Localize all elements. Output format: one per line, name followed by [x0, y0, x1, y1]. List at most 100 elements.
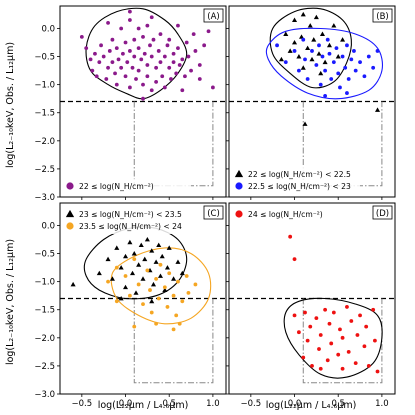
data-point	[301, 355, 306, 360]
data-point	[278, 56, 284, 62]
data-point	[352, 49, 356, 53]
data-point	[154, 79, 159, 84]
plot-area	[60, 226, 226, 384]
data-point	[318, 82, 323, 87]
axes-frame	[228, 5, 396, 198]
series-1	[79, 9, 215, 101]
data-point	[307, 23, 313, 28]
data-point	[318, 333, 323, 337]
data-point	[296, 68, 301, 73]
series-1	[70, 236, 185, 304]
data-point	[119, 26, 124, 31]
data-point	[373, 338, 377, 343]
data-point	[317, 347, 321, 351]
data-point	[154, 276, 159, 281]
data-point	[296, 54, 302, 59]
data-point	[303, 57, 307, 62]
data-point	[149, 54, 154, 59]
data-point	[162, 287, 168, 292]
legend: 22 ≤ log(N_H/cm⁻²) < 22.5 22.5 ≤ log(N_H/…	[232, 167, 360, 194]
data-point	[79, 34, 84, 39]
data-point	[90, 68, 95, 73]
data-point	[358, 60, 362, 65]
data-point	[310, 364, 314, 368]
data-point	[101, 54, 106, 59]
data-point	[107, 49, 112, 53]
y-tick-label: 0.0	[41, 24, 55, 34]
data-point	[106, 20, 110, 25]
data-point	[180, 57, 185, 62]
legend-entry: 22 ≤ log(N_H/cm⁻²) < 22.5	[248, 170, 351, 179]
data-point	[174, 71, 179, 76]
data-point	[314, 63, 319, 67]
selection-region	[133, 101, 214, 187]
data-point	[127, 18, 132, 22]
data-point	[189, 68, 193, 73]
data-point	[136, 282, 141, 287]
data-point	[184, 274, 189, 278]
data-point	[197, 63, 202, 67]
data-point	[151, 37, 156, 42]
data-point	[133, 290, 139, 295]
data-point	[162, 54, 167, 59]
y-axis-label-bottom: log(L₂₋₁₀keV, Obs. / L₁₂µm)	[5, 239, 16, 365]
data-point	[153, 259, 159, 264]
data-point	[162, 285, 167, 290]
data-point	[96, 270, 102, 276]
data-point	[136, 68, 141, 73]
data-point	[176, 279, 180, 284]
data-point	[193, 49, 198, 53]
data-point	[325, 358, 330, 363]
data-point	[145, 268, 150, 273]
data-point	[180, 88, 185, 93]
data-point	[149, 310, 154, 315]
legend-background	[232, 207, 360, 222]
data-point	[116, 57, 121, 62]
data-point	[311, 37, 317, 42]
data-point	[148, 288, 152, 292]
x-tick-label: 1.0	[206, 399, 220, 409]
data-point	[374, 107, 381, 112]
x-axis-label-right: log(L₂₂µm / L₄.₆µm)	[266, 400, 357, 411]
data-point	[158, 60, 163, 65]
y-axis-label-top: log(L₂₋₁₀keV, Obs. / L₁₂µm)	[5, 42, 16, 168]
data-point	[177, 63, 182, 67]
data-point	[340, 335, 345, 340]
panel-d: −0.5 0.0 0.5 1.0 (D) 24 ≤ log(N_H/cm⁻²)	[226, 202, 396, 409]
legend-marker	[66, 182, 74, 190]
y-tick-label: −0.5	[34, 250, 55, 260]
data-point	[154, 321, 159, 326]
data-point	[140, 276, 146, 281]
data-point	[327, 321, 332, 326]
data-point	[275, 43, 279, 48]
data-point	[149, 15, 154, 20]
data-point	[176, 46, 180, 51]
data-point	[167, 37, 172, 42]
x-tick-label: 1.0	[375, 399, 389, 409]
x-tick-label: −0.5	[241, 399, 262, 409]
data-point	[160, 74, 165, 79]
data-point	[362, 344, 367, 349]
data-point	[156, 242, 162, 248]
data-point	[145, 74, 150, 79]
data-point	[296, 330, 301, 335]
data-point	[167, 271, 172, 276]
y-tick-label: −3.0	[34, 390, 55, 400]
data-point	[114, 82, 119, 87]
data-point	[283, 31, 289, 36]
data-point	[141, 82, 145, 87]
data-point	[193, 282, 198, 287]
data-point	[158, 262, 163, 267]
selection-region	[302, 298, 383, 384]
data-point	[97, 60, 102, 65]
panel-a: −3.0 −2.5 −2.0 −1.5 −1.0 −0.5 0.0 (A) 22 ≤ log(N…	[34, 5, 227, 203]
data-point	[149, 88, 154, 93]
data-point	[318, 366, 323, 371]
data-point	[171, 327, 176, 332]
data-point	[118, 265, 124, 270]
y-tick-label: −2.0	[34, 334, 55, 344]
data-point	[132, 324, 137, 329]
data-point	[346, 349, 351, 354]
data-point	[149, 298, 155, 304]
data-point	[186, 290, 191, 295]
